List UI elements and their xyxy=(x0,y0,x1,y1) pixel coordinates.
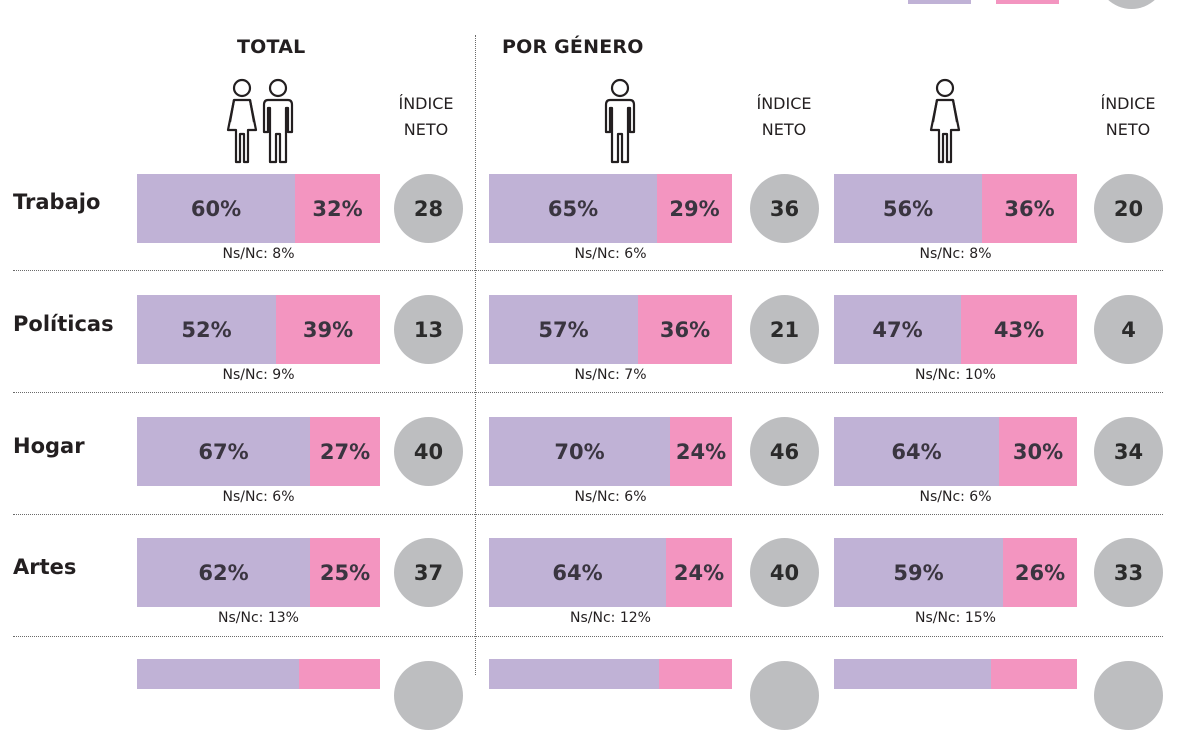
nsnc-label: Ns/Nc: 6% xyxy=(919,489,992,505)
stacked-bar-hombre: 65% 29% xyxy=(489,174,732,243)
stacked-bar-total: 62% 25% xyxy=(137,538,380,607)
nsnc-label: Ns/Nc: 6% xyxy=(574,246,647,262)
legend-swatch-negative xyxy=(996,0,1059,4)
stacked-bar-total: 52% 39% xyxy=(137,295,380,364)
net-index-circle xyxy=(1094,661,1163,730)
net-index-circle: 20 xyxy=(1094,174,1163,243)
row-separator xyxy=(13,636,1163,637)
index-label-total: ÍNDICE NETO xyxy=(381,91,471,143)
nsnc-label: Ns/Nc: 15% xyxy=(915,610,996,626)
bar-segment-negative: 25% xyxy=(310,538,380,607)
net-index-circle: 40 xyxy=(750,538,819,607)
stacked-bar-mujer: 64% 30% xyxy=(834,417,1077,486)
bar-segment-positive: 52% xyxy=(137,295,276,364)
net-index-circle: 21 xyxy=(750,295,819,364)
bar-segment-negative xyxy=(991,659,1077,689)
index-label-mujer: ÍNDICE NETO xyxy=(1083,91,1173,143)
net-index-circle xyxy=(394,661,463,730)
bar-segment-negative: 24% xyxy=(670,417,732,486)
net-index-circle: 13 xyxy=(394,295,463,364)
index-label-line2: NETO xyxy=(403,120,449,139)
bar-segment-negative: 43% xyxy=(961,295,1077,364)
bar-segment-negative: 30% xyxy=(999,417,1077,486)
category-label: Artes xyxy=(13,555,77,579)
stacked-bar-hombre: 64% 24% xyxy=(489,538,732,607)
index-label-line2: NETO xyxy=(1105,120,1151,139)
bar-segment-negative: 39% xyxy=(276,295,380,364)
row-separator xyxy=(13,392,1163,393)
index-label-line1: ÍNDICE xyxy=(756,94,812,113)
stacked-bar-hombre: 57% 36% xyxy=(489,295,732,364)
bar-segment-negative: 27% xyxy=(310,417,380,486)
bar-segment-positive: 67% xyxy=(137,417,310,486)
bar-segment-positive: 64% xyxy=(834,417,999,486)
nsnc-label: Ns/Nc: 8% xyxy=(919,246,992,262)
bar-segment-positive xyxy=(489,659,659,689)
net-index-circle: 36 xyxy=(750,174,819,243)
total-header: TOTAL xyxy=(237,36,306,58)
bar-segment-positive: 70% xyxy=(489,417,670,486)
bar-segment-negative: 26% xyxy=(1003,538,1077,607)
bar-segment-negative: 32% xyxy=(295,174,380,243)
bar-segment-positive xyxy=(834,659,991,689)
index-label-hombre: ÍNDICE NETO xyxy=(739,91,829,143)
bar-segment-positive xyxy=(137,659,299,689)
nsnc-label: Ns/Nc: 7% xyxy=(574,367,647,383)
row-separator xyxy=(13,514,1163,515)
net-index-circle: 28 xyxy=(394,174,463,243)
bar-segment-negative: 29% xyxy=(657,174,732,243)
bar-segment-negative: 36% xyxy=(982,174,1077,243)
net-index-circle: 37 xyxy=(394,538,463,607)
net-index-circle: 46 xyxy=(750,417,819,486)
stacked-bar-hombre: 70% 24% xyxy=(489,417,732,486)
stacked-bar-total: 60% 32% xyxy=(137,174,380,243)
bar-segment-positive: 65% xyxy=(489,174,657,243)
stacked-bar-mujer: 59% 26% xyxy=(834,538,1077,607)
category-label: Políticas xyxy=(13,312,114,336)
category-label: Hogar xyxy=(13,434,85,458)
bar-segment-negative xyxy=(299,659,380,689)
nsnc-label: Ns/Nc: 9% xyxy=(222,367,295,383)
man-icon xyxy=(604,78,636,164)
woman-icon xyxy=(929,78,961,164)
net-index-circle: 40 xyxy=(394,417,463,486)
bar-segment-negative: 24% xyxy=(666,538,732,607)
nsnc-label: Ns/Nc: 6% xyxy=(222,489,295,505)
bar-segment-negative xyxy=(659,659,732,689)
bar-segment-positive: 59% xyxy=(834,538,1003,607)
net-index-circle: 33 xyxy=(1094,538,1163,607)
por-genero-header: POR GÉNERO xyxy=(502,36,644,58)
bar-segment-positive: 56% xyxy=(834,174,982,243)
bar-segment-positive: 62% xyxy=(137,538,310,607)
index-label-line2: NETO xyxy=(761,120,807,139)
bar-segment-positive: 57% xyxy=(489,295,638,364)
net-index-circle xyxy=(750,661,819,730)
stacked-bar-mujer: 47% 43% xyxy=(834,295,1077,364)
row-separator xyxy=(13,270,1163,271)
column-separator xyxy=(475,35,476,675)
nsnc-label: Ns/Nc: 12% xyxy=(570,610,651,626)
bar-segment-positive: 64% xyxy=(489,538,666,607)
nsnc-label: Ns/Nc: 8% xyxy=(222,246,295,262)
bar-segment-positive: 60% xyxy=(137,174,295,243)
legend-index-circle xyxy=(1097,0,1166,9)
bar-segment-positive: 47% xyxy=(834,295,961,364)
net-index-circle: 4 xyxy=(1094,295,1163,364)
index-label-line1: ÍNDICE xyxy=(1100,94,1156,113)
nsnc-label: Ns/Nc: 6% xyxy=(574,489,647,505)
net-index-circle: 34 xyxy=(1094,417,1163,486)
nsnc-label: Ns/Nc: 13% xyxy=(218,610,299,626)
bar-segment-negative: 36% xyxy=(638,295,732,364)
stacked-bar-mujer: 56% 36% xyxy=(834,174,1077,243)
index-label-line1: ÍNDICE xyxy=(398,94,454,113)
legend-swatch-positive xyxy=(908,0,971,4)
category-label: Trabajo xyxy=(13,190,101,214)
man-and-woman-icon xyxy=(226,78,294,164)
nsnc-label: Ns/Nc: 10% xyxy=(915,367,996,383)
stacked-bar-total: 67% 27% xyxy=(137,417,380,486)
